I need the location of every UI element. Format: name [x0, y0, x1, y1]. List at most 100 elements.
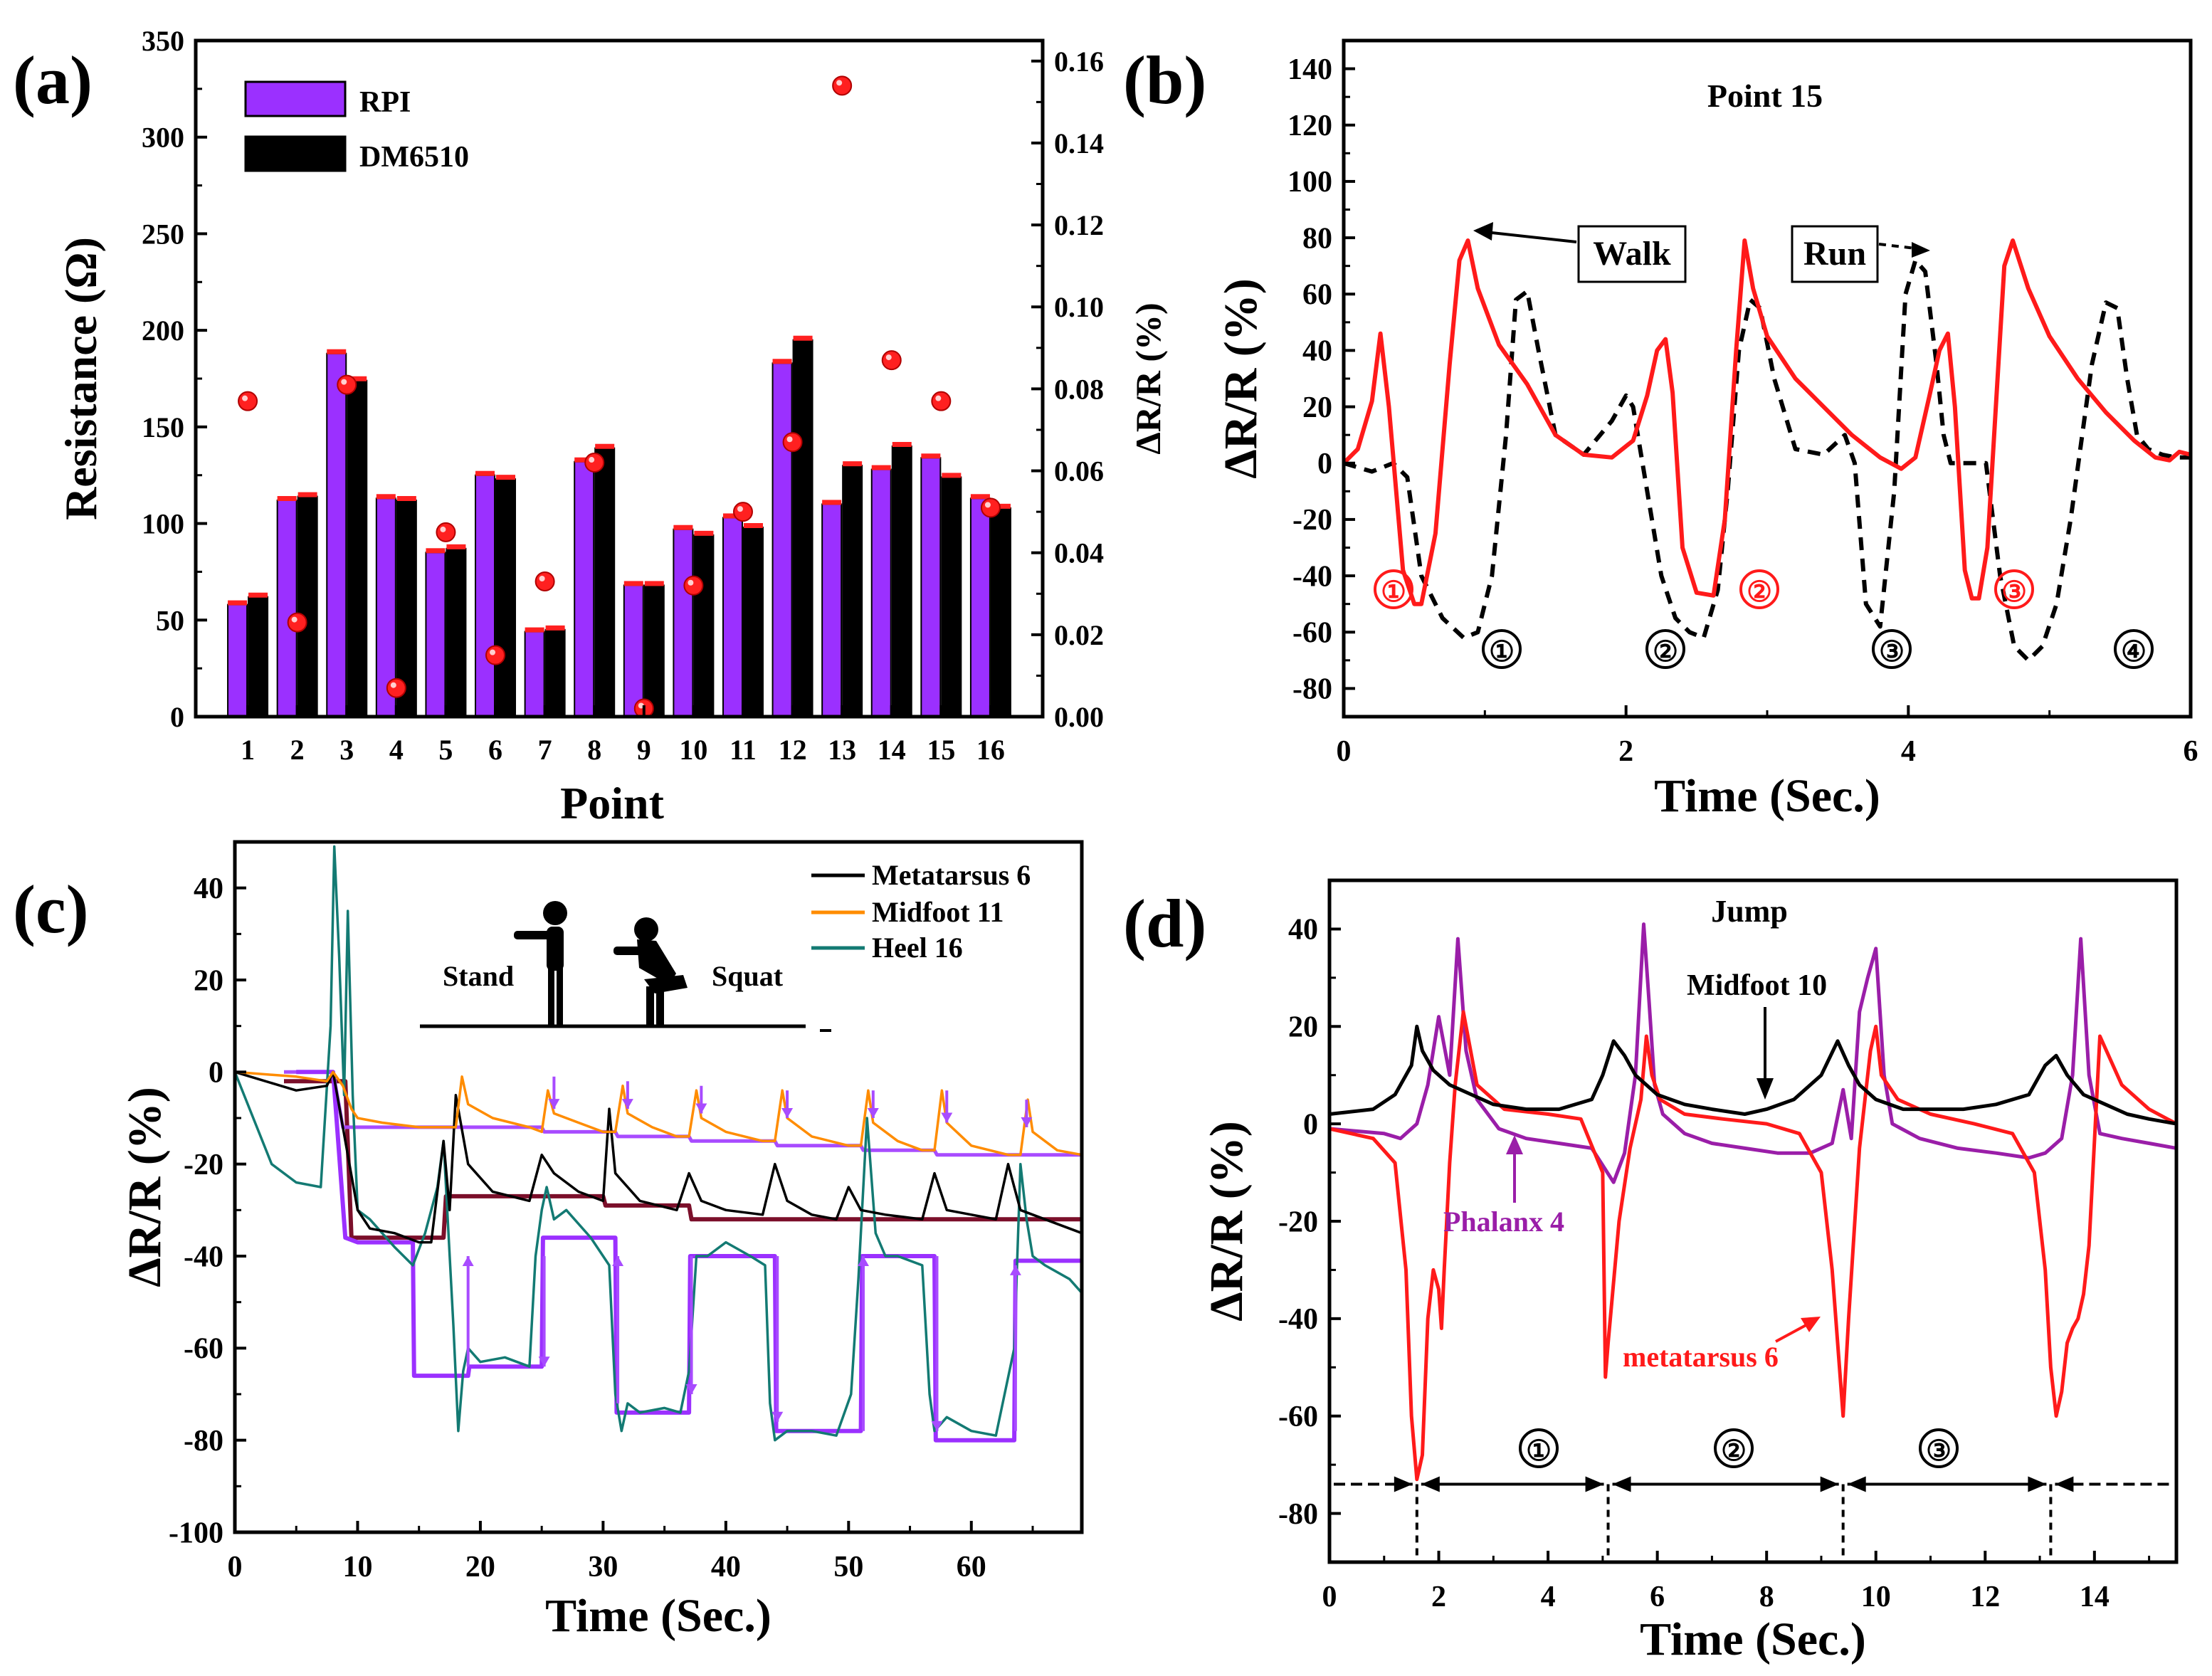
- x-tick-label: 12: [1970, 1581, 2000, 1613]
- panel-label-c: (c): [13, 871, 89, 947]
- panel-b: 0 2 4 6 -80 -60 -40 -20 0 20 40 60 80 100 120 140 Point…: [1215, 38, 2198, 822]
- y-tick-label: 20: [1302, 391, 1332, 424]
- bar-rpi: [326, 352, 347, 717]
- panel-d: 0 2 4 6 8 10 12 14 -80 -60 -40 -20 0 20 40 Jump Midfoo…: [1201, 878, 2179, 1665]
- panel-b-title: Point 15: [1707, 78, 1823, 114]
- delta-r-point-highlight: [935, 395, 942, 401]
- run-cycle-4: ④: [2121, 636, 2147, 668]
- standing-person-icon: [514, 901, 567, 1025]
- x-tick-label: 50: [833, 1551, 863, 1583]
- x-tick-label: 10: [342, 1551, 372, 1583]
- phalanx-4-label: Phalanx 4: [1443, 1206, 1564, 1238]
- delta-r-point-highlight: [539, 576, 545, 581]
- delta-r-point-highlight: [984, 502, 991, 508]
- y-tick-label: 80: [1302, 222, 1332, 255]
- panel-c-frame: [233, 840, 1084, 1534]
- panel-d-xlabel: Time (Sec.): [1640, 1613, 1866, 1665]
- bar-dm6510-errorcap: [347, 376, 367, 381]
- y-tick-label: 20: [1288, 1011, 1318, 1044]
- bar-dm6510-errorcap: [297, 492, 317, 497]
- y-tick-label: 150: [142, 411, 184, 443]
- y-tick-label: -20: [1278, 1206, 1318, 1238]
- delta-r-point: [534, 571, 555, 591]
- bar-rpi-errorcap: [970, 494, 990, 500]
- transition-arrowhead: [612, 1256, 624, 1266]
- bar-dm6510: [347, 379, 368, 717]
- jump-cycle-3: ③: [1926, 1435, 1952, 1467]
- cycle-arrowhead: [1820, 1476, 1839, 1492]
- bar-dm6510-errorcap: [991, 503, 1011, 509]
- delta-r-point: [732, 502, 753, 522]
- transition-arrowhead: [781, 1108, 794, 1118]
- x-tick-label: 11: [730, 734, 757, 766]
- legend-label-midfoot-11: Midfoot 11: [872, 896, 1004, 928]
- run-cycle-1: ①: [1489, 636, 1515, 668]
- transition-arrowhead: [621, 1099, 633, 1110]
- y-tick-label: -20: [1292, 504, 1332, 537]
- bar-dm6510-errorcap: [843, 461, 863, 467]
- run-label: Run: [1803, 235, 1866, 273]
- delta-r-point: [980, 497, 1001, 518]
- y-tick-label: 60: [1302, 279, 1332, 312]
- y2-tick-label: 0.06: [1054, 455, 1104, 487]
- bar-rpi-errorcap: [722, 513, 742, 519]
- x-tick-label: 6: [488, 734, 502, 766]
- delta-r-point: [931, 391, 952, 411]
- delta-r-point-highlight: [885, 354, 892, 361]
- y-tick-label: -100: [169, 1517, 223, 1549]
- transition-arrowhead: [867, 1108, 879, 1118]
- delta-r-point: [386, 678, 406, 698]
- x-tick-label: 16: [976, 734, 1005, 766]
- delta-r-point-highlight: [737, 506, 743, 512]
- x-tick-label: 14: [878, 734, 906, 766]
- delta-r-point: [238, 391, 258, 411]
- x-tick-label: 4: [389, 734, 404, 766]
- bar-dm6510: [544, 628, 566, 717]
- y2-tick-label: 0.10: [1054, 291, 1104, 323]
- y-tick-label: 40: [1302, 335, 1332, 368]
- x-tick-label: 3: [339, 734, 354, 766]
- bar-rpi-errorcap: [475, 470, 495, 476]
- bar-rpi-errorcap: [822, 500, 842, 505]
- squatting-person-icon: [613, 917, 688, 1025]
- bar-dm6510-errorcap: [595, 443, 615, 449]
- bar-rpi: [574, 460, 595, 717]
- y-tick-label: 0: [209, 1057, 223, 1090]
- bar-rpi: [870, 468, 892, 717]
- panel-label-b: (b): [1123, 42, 1206, 118]
- walk-label: Walk: [1593, 235, 1671, 273]
- panel-c-ylabel: ΔR/R (%): [119, 1087, 171, 1287]
- y-tick-label: 0: [170, 701, 184, 733]
- bar-rpi-errorcap: [426, 548, 446, 554]
- y2-tick-label: 0.12: [1054, 209, 1104, 241]
- y-tick-label: -80: [1292, 673, 1332, 706]
- bar-rpi: [475, 474, 496, 717]
- y2-tick-label: 0.16: [1054, 46, 1104, 78]
- delta-r-point-highlight: [242, 395, 248, 401]
- y-tick-label: 20: [194, 964, 223, 997]
- bar-rpi-errorcap: [327, 349, 347, 354]
- bar-dm6510-errorcap: [396, 496, 416, 501]
- x-tick-label: 1: [241, 734, 255, 766]
- midfoot-arrow: [1757, 1007, 1774, 1100]
- panel-label-a: (a): [13, 42, 93, 118]
- metatarsus-arrow: [1775, 1317, 1821, 1343]
- cycle-arrowhead: [2055, 1476, 2074, 1492]
- bar-dm6510-errorcap: [446, 544, 466, 549]
- x-tick-label: 7: [538, 734, 552, 766]
- y-tick-label: 250: [142, 218, 184, 250]
- x-tick-label: 4: [1901, 735, 1916, 768]
- delta-r-point-highlight: [786, 436, 793, 443]
- walk-cycle-3: ③: [2001, 576, 2027, 608]
- legend-label-heel-16: Heel 16: [872, 932, 963, 964]
- y-tick-label: -80: [184, 1425, 223, 1458]
- bar-rpi: [673, 528, 694, 717]
- delta-r-point: [782, 432, 803, 453]
- delta-r-point: [337, 374, 357, 395]
- panel-b-xlabel: Time (Sec.): [1654, 770, 1880, 822]
- y-tick-label: 140: [1287, 53, 1332, 86]
- x-tick-label: 30: [588, 1551, 618, 1583]
- bar-rpi-errorcap: [623, 581, 643, 586]
- x-tick-label: 9: [637, 734, 651, 766]
